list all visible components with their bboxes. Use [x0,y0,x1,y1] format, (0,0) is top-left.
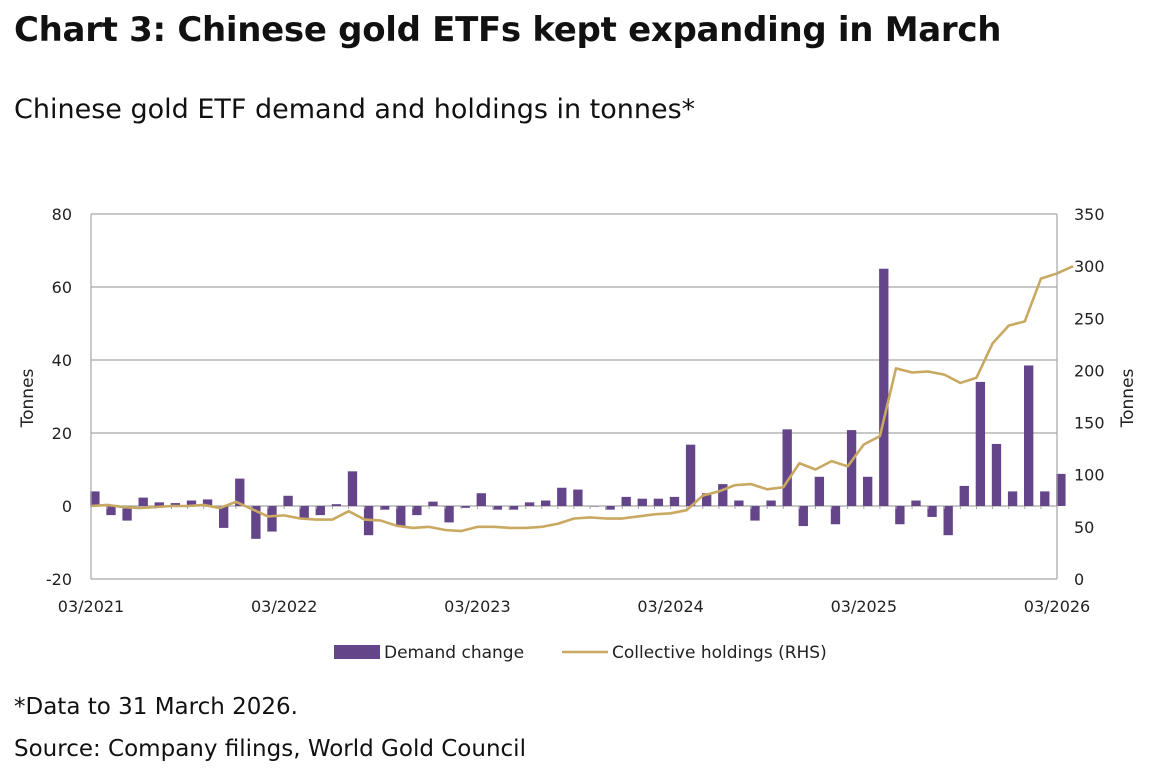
right-axis-label: Tonnes [1118,368,1138,428]
demand-bar [396,506,406,527]
right-tick-label: 50 [1074,518,1094,537]
demand-bar [315,506,325,516]
source-line: Source: Company filings, World Gold Coun… [14,736,526,762]
holdings-line-group [90,264,1074,533]
demand-bar [702,493,712,506]
demand-bar [283,495,293,506]
demand-bar [798,506,808,527]
demand-bar [219,506,229,528]
demand-bar [959,485,969,506]
x-tick-label: 03/2026 [1024,597,1090,616]
demand-bar [331,504,342,506]
demand-bar [186,500,197,506]
demand-bar [653,498,664,506]
right-tick-label: 250 [1074,309,1105,328]
right-tick-label: 200 [1074,361,1105,380]
demand-bar [251,506,261,539]
demand-bar [138,497,148,506]
demand-bar [299,506,309,519]
gridlines [91,213,1057,580]
demand-bar [734,500,744,506]
demand-bar [895,506,905,525]
demand-bar [1024,365,1034,506]
demand-bar [685,444,696,506]
demand-bar [718,484,728,506]
x-tick-label: 03/2022 [251,597,317,616]
demand-bar [814,476,825,506]
demand-bar [863,476,873,506]
demand-bar [90,491,100,506]
legend: Demand change Collective holdings (RHS) [334,643,827,663]
chart-title: Chart 3: Chinese gold ETFs kept expandin… [14,10,1002,50]
demand-bar [943,506,953,536]
demand-bars [90,268,1066,539]
holdings-line [90,264,1074,533]
right-tick-label: 300 [1074,257,1105,276]
left-tick-label: 20 [52,424,72,443]
etf-demand-holdings-chart: 806040200-2035030025020015010050003/2021… [18,205,1138,663]
footnote: *Data to 31 March 2026. [14,694,298,720]
demand-bar [927,506,937,517]
demand-bar [766,500,776,506]
demand-bar [846,430,857,506]
legend-label-holdings: Collective holdings (RHS) [612,643,827,663]
legend-swatch-demand [334,645,380,659]
left-tick-label: 80 [52,205,72,224]
demand-bar [154,502,164,506]
demand-bar [508,506,519,510]
demand-bar [122,506,132,521]
demand-bar [460,506,470,508]
demand-bar [911,500,921,506]
demand-bar [991,443,1002,506]
demand-bar [621,496,631,506]
demand-bar [492,506,503,510]
chart-subtitle: Chinese gold ETF demand and holdings in … [14,94,696,125]
right-tick-label: 100 [1074,466,1105,485]
demand-bar [235,478,245,506]
right-tick-label: 0 [1074,570,1084,589]
axes: 806040200-2035030025020015010050003/2021… [46,205,1105,616]
right-tick-label: 350 [1074,205,1105,224]
demand-bar [412,506,422,516]
demand-bar [1040,491,1050,506]
demand-bar [750,506,760,521]
demand-bar [605,506,615,510]
legend-label-demand: Demand change [384,643,524,663]
left-tick-label: -20 [46,570,72,589]
left-axis-label: Tonnes [18,368,38,428]
demand-bar [428,501,438,506]
left-tick-label: 40 [52,351,72,370]
demand-bar [170,503,181,506]
demand-bar [1007,491,1018,506]
x-tick-label: 03/2023 [444,597,510,616]
demand-bar [669,496,680,506]
left-tick-label: 0 [62,497,72,516]
right-tick-label: 150 [1074,414,1105,433]
demand-bar [347,471,358,506]
demand-bar [557,487,567,506]
x-tick-label: 03/2025 [831,597,897,616]
demand-bar [637,498,647,506]
demand-bar [106,506,116,516]
demand-bar [380,506,390,510]
demand-bar [476,493,486,506]
demand-bar [1056,473,1066,506]
demand-bar [975,381,986,506]
demand-bar [830,506,841,525]
demand-bar [879,268,889,506]
demand-bar [524,502,535,506]
demand-bar [782,429,792,506]
x-tick-label: 03/2024 [637,597,703,616]
demand-bar [444,506,454,523]
left-tick-label: 60 [52,278,72,297]
demand-bar [573,489,583,506]
demand-bar [202,499,213,506]
demand-bar [267,506,277,532]
demand-bar [589,506,599,507]
x-tick-label: 03/2021 [58,597,124,616]
demand-bar [541,500,551,506]
